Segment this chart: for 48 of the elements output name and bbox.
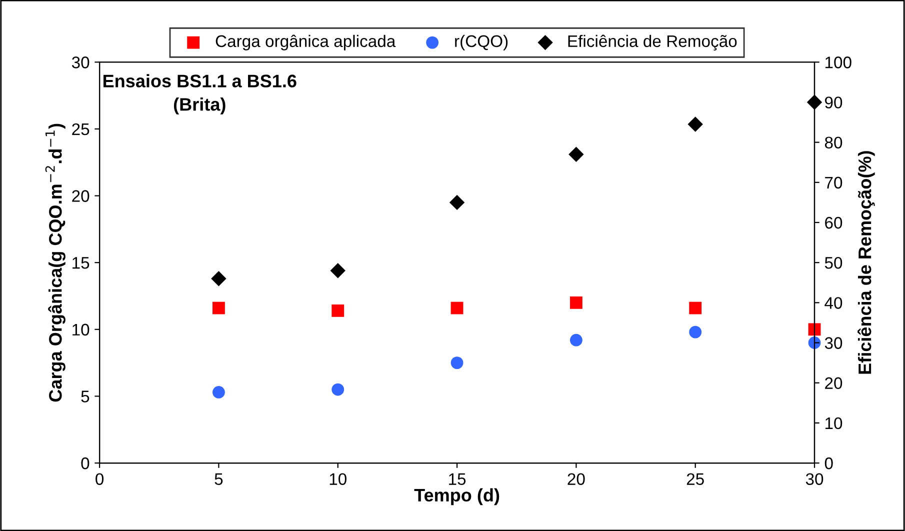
point <box>449 194 465 210</box>
y2-tick-label: 60 <box>825 216 842 229</box>
y-tick-label: 30 <box>72 56 90 68</box>
x-tick-label: 15 <box>449 473 466 485</box>
point <box>570 296 582 309</box>
point <box>806 94 822 110</box>
point <box>332 383 344 396</box>
y2-tick-label: 50 <box>824 256 842 269</box>
y2-axis-title: Eficiência de Remoção(%) <box>858 151 875 374</box>
point <box>689 326 702 338</box>
legend-label: r(CQO) <box>455 34 508 50</box>
y-tick-label: 25 <box>72 123 90 136</box>
y-tick-label: 10 <box>72 324 90 336</box>
point <box>689 302 702 314</box>
y2-tick-label: 40 <box>824 297 842 309</box>
point <box>450 356 464 370</box>
point <box>211 271 226 286</box>
y2-tick-label: 90 <box>825 96 842 108</box>
x-axis-title: Tempo (d) <box>414 488 500 506</box>
y-axis-title: Carga Orgânica(g CQO.m$^{−2}$.d$^{−1}$) <box>45 124 66 402</box>
y2-tick-label: 70 <box>825 176 842 189</box>
x-tick-label: 10 <box>330 473 346 485</box>
annotation: Ensaios BS1.1 a BS1.6 (Brita) <box>104 74 296 114</box>
x-tick-label: 30 <box>806 473 824 485</box>
point <box>568 146 584 162</box>
point <box>450 302 464 314</box>
y-tick-label: 20 <box>72 190 90 202</box>
y2-tick-label: 100 <box>825 56 852 68</box>
point <box>212 386 225 398</box>
point <box>330 262 346 278</box>
x-tick-label: 5 <box>214 473 223 485</box>
legend-label: Carga orgânica aplicada <box>216 34 396 50</box>
x-tick-label: 0 <box>96 473 104 485</box>
y-tick-label: 0 <box>81 457 90 470</box>
point <box>332 304 344 317</box>
legend-label: Eficiência de Remoção <box>568 34 737 50</box>
y2-tick-label: 10 <box>825 417 842 430</box>
x-tick-label: 25 <box>686 473 704 485</box>
y2-tick-label: 0 <box>824 457 833 470</box>
x-tick-label: 20 <box>568 473 585 485</box>
y2-tick-label: 80 <box>824 136 842 149</box>
y2-tick-label: 20 <box>825 377 842 390</box>
point <box>212 302 225 314</box>
y-tick-label: 5 <box>81 390 90 402</box>
y-tick-label: 15 <box>72 257 90 269</box>
point <box>688 116 703 132</box>
point <box>570 334 582 346</box>
y2-tick-label: 30 <box>824 337 842 349</box>
